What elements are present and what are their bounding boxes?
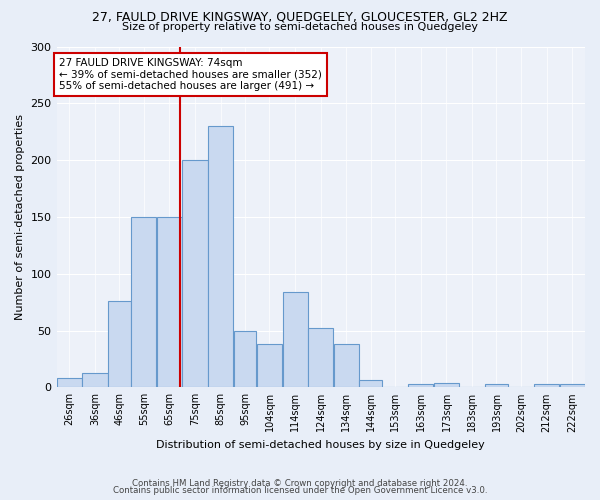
Bar	[334, 344, 359, 388]
Bar	[408, 384, 433, 388]
Text: Size of property relative to semi-detached houses in Quedgeley: Size of property relative to semi-detach…	[122, 22, 478, 32]
Bar	[157, 217, 182, 388]
Bar	[485, 384, 508, 388]
Bar	[308, 328, 334, 388]
Y-axis label: Number of semi-detached properties: Number of semi-detached properties	[15, 114, 25, 320]
Bar	[131, 217, 157, 388]
Text: 27 FAULD DRIVE KINGSWAY: 74sqm
← 39% of semi-detached houses are smaller (352)
5: 27 FAULD DRIVE KINGSWAY: 74sqm ← 39% of …	[59, 58, 322, 91]
Bar	[234, 330, 256, 388]
Bar	[208, 126, 233, 388]
X-axis label: Distribution of semi-detached houses by size in Quedgeley: Distribution of semi-detached houses by …	[157, 440, 485, 450]
Bar	[57, 378, 82, 388]
Text: 27, FAULD DRIVE KINGSWAY, QUEDGELEY, GLOUCESTER, GL2 2HZ: 27, FAULD DRIVE KINGSWAY, QUEDGELEY, GLO…	[92, 11, 508, 24]
Bar	[283, 292, 308, 388]
Bar	[82, 372, 107, 388]
Text: Contains HM Land Registry data © Crown copyright and database right 2024.: Contains HM Land Registry data © Crown c…	[132, 478, 468, 488]
Bar	[108, 301, 131, 388]
Text: Contains public sector information licensed under the Open Government Licence v3: Contains public sector information licen…	[113, 486, 487, 495]
Bar	[434, 383, 459, 388]
Bar	[560, 384, 585, 388]
Bar	[182, 160, 208, 388]
Bar	[534, 384, 559, 388]
Bar	[257, 344, 282, 388]
Bar	[359, 380, 382, 388]
